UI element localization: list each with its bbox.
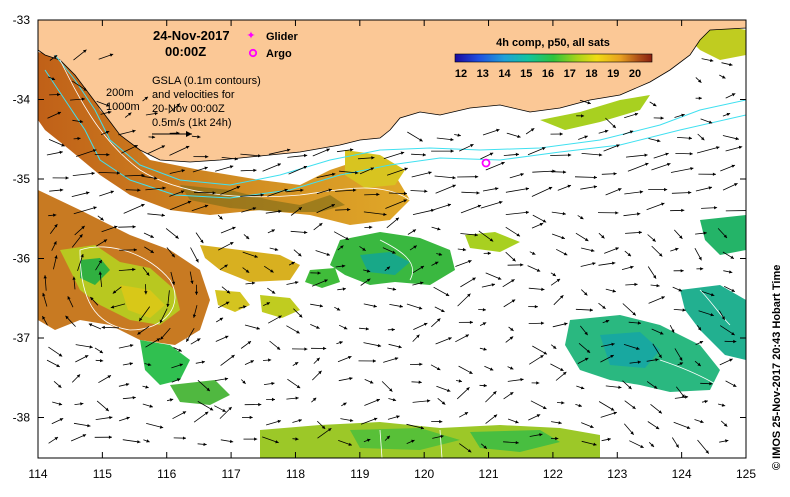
colorbar-tick-label: 18	[585, 68, 597, 80]
sla-note-line2: and velocities for	[152, 89, 235, 101]
sla-note-line3: 20-Nov 00:00Z	[152, 103, 225, 115]
x-tick-label: 118	[286, 467, 305, 481]
y-tick-label: -38	[13, 411, 31, 425]
y-tick-label: -35	[13, 172, 31, 186]
x-tick-label: 121	[479, 467, 499, 481]
x-tick-label: 115	[93, 467, 112, 481]
y-tick-label: -34	[13, 93, 31, 107]
map-time: 00:00Z	[165, 44, 206, 59]
y-tick-label: -36	[13, 252, 31, 266]
colorbar-tick-label: 15	[520, 68, 532, 80]
sla-note-line1: GSLA (0.1m contours)	[152, 75, 261, 87]
plot-area	[38, 20, 749, 458]
depth-label-200m: 200m	[106, 87, 134, 99]
colorbar-tick-label: 20	[629, 68, 641, 80]
colorbar-tick-label: 13	[477, 68, 489, 80]
x-tick-label: 123	[607, 467, 627, 481]
x-tick-label: 114	[28, 467, 47, 481]
y-tick-label: -37	[13, 331, 31, 345]
x-tick-label: 117	[222, 467, 241, 481]
colorbar-tick-label: 19	[607, 68, 619, 80]
sla-note-line4: 0.5m/s (1kt 24h)	[152, 117, 231, 129]
colorbar-tick-label: 17	[564, 68, 576, 80]
colorbar-title: 4h comp, p50, all sats	[496, 37, 610, 49]
x-tick-label: 120	[414, 467, 434, 481]
map-date: 24-Nov-2017	[153, 28, 230, 43]
x-tick-label: 122	[543, 467, 563, 481]
colorbar-scale	[455, 54, 652, 62]
velocity-arrow	[550, 155, 571, 156]
x-tick-label: 124	[672, 467, 692, 481]
credit-text: © IMOS 25-Nov-2017 20:43 Hobart Time	[771, 265, 783, 470]
x-tick-label: 125	[736, 467, 756, 481]
colorbar-tick-label: 12	[455, 68, 467, 80]
y-tick-label: -33	[13, 13, 31, 27]
glider-icon: ✦	[246, 30, 255, 42]
x-tick-label: 116	[157, 467, 176, 481]
colorbar-tick-label: 14	[498, 68, 511, 80]
x-tick-label: 119	[350, 467, 369, 481]
depth-label-1000m: 1000m	[106, 101, 140, 113]
argo-label: Argo	[266, 48, 292, 60]
glider-label: Glider	[266, 31, 299, 43]
colorbar-tick-label: 16	[542, 68, 554, 80]
